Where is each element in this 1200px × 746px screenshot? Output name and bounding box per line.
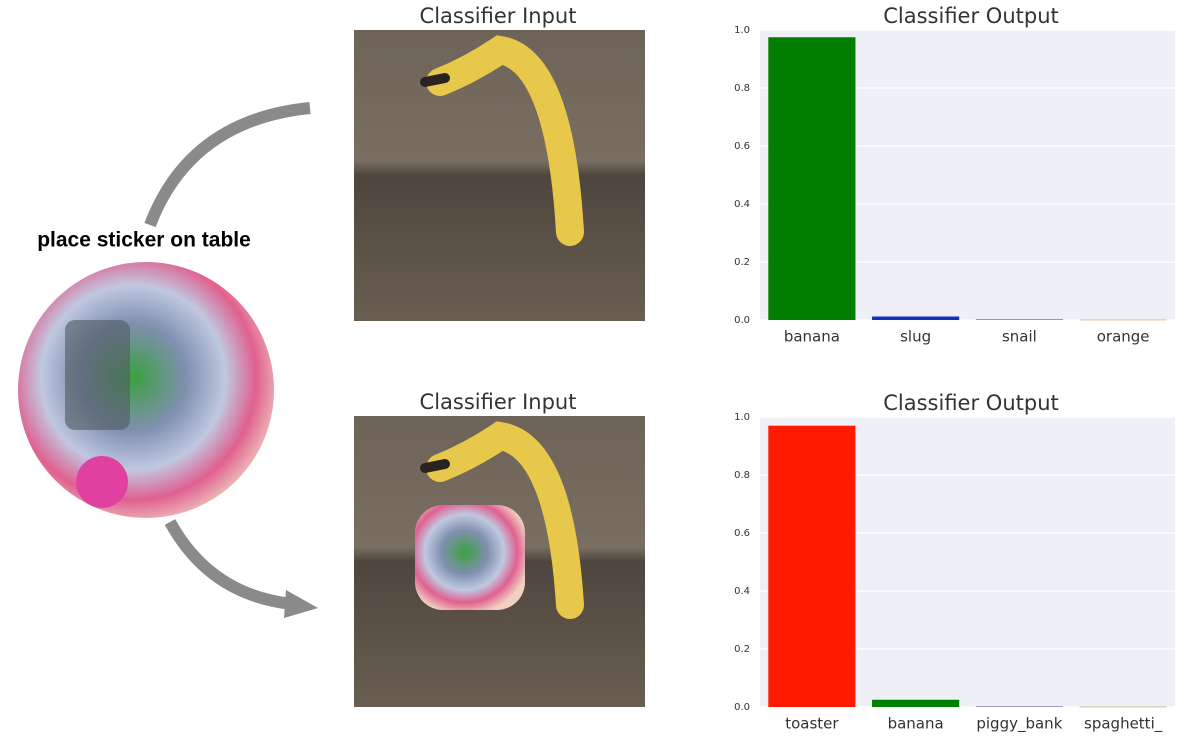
arrow	[164, 519, 293, 610]
bar	[1079, 319, 1167, 321]
y-tick-label: 0.4	[734, 199, 750, 210]
image-title: Classifier Input	[420, 390, 577, 414]
y-tick-label: 1.0	[734, 412, 750, 423]
bar	[975, 706, 1063, 707]
banana-stem	[420, 73, 450, 87]
chart-title: Classifier Output	[883, 391, 1059, 415]
bar	[1079, 706, 1167, 708]
bar	[872, 316, 960, 320]
bar	[975, 319, 1063, 320]
x-tick-label: slug	[900, 328, 931, 346]
sticker-detail	[76, 456, 128, 508]
banana	[426, 421, 584, 619]
arrow-head	[284, 590, 318, 618]
x-tick-label: piggy_bank	[976, 715, 1062, 734]
annotation: place sticker on table	[37, 229, 251, 252]
x-tick-label: orange	[1097, 328, 1150, 346]
y-tick-label: 0.6	[734, 528, 750, 539]
banana	[426, 35, 584, 246]
y-tick-label: 0.2	[734, 257, 750, 268]
chart-title: Classifier Output	[883, 4, 1059, 28]
sticker	[18, 262, 274, 518]
y-tick-label: 0.8	[734, 470, 750, 481]
banana-stem	[420, 459, 450, 473]
bar	[872, 699, 960, 707]
y-tick-label: 0.4	[734, 586, 750, 597]
y-tick-label: 0.6	[734, 141, 750, 152]
x-tick-label: spaghetti_	[1084, 715, 1163, 734]
image-title: Classifier Input	[420, 4, 577, 28]
sticker	[415, 505, 525, 610]
y-tick-label: 0.0	[734, 702, 750, 713]
y-tick-label: 0.2	[734, 644, 750, 655]
y-tick-label: 0.8	[734, 83, 750, 94]
y-tick-label: 0.0	[734, 315, 750, 326]
x-tick-label: snail	[1002, 328, 1037, 346]
input-image	[354, 30, 645, 321]
bar	[768, 425, 856, 707]
arrow	[144, 102, 311, 228]
bar	[768, 37, 856, 320]
sticker-detail	[65, 320, 130, 430]
x-tick-label: banana	[888, 715, 944, 733]
x-tick-label: toaster	[785, 715, 839, 733]
x-tick-label: banana	[784, 328, 840, 346]
y-tick-label: 1.0	[734, 25, 750, 36]
